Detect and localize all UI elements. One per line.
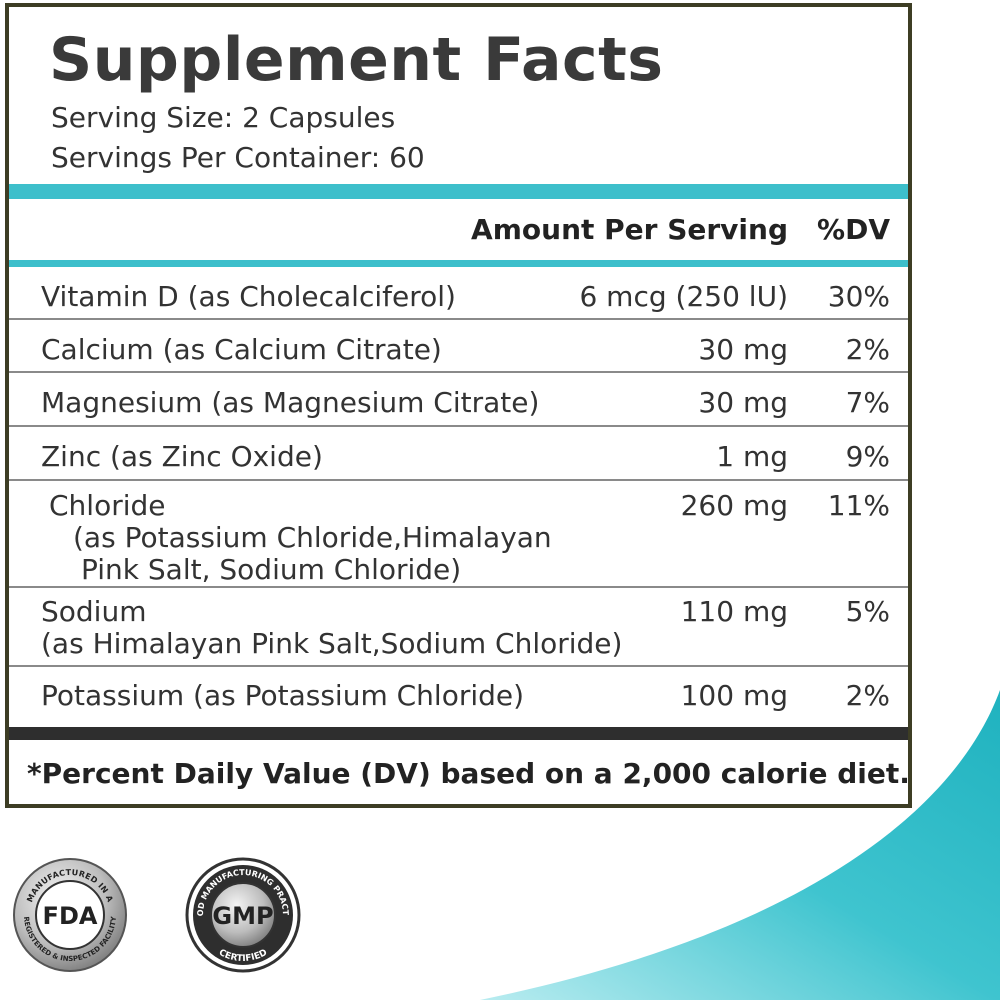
nutrient-amount: 260 mg — [680, 489, 788, 522]
servings-per-container: Servings Per Container: 60 — [51, 141, 425, 174]
nutrient-amount: 30 mg — [698, 386, 788, 419]
nutrient-dv: 7% — [845, 386, 890, 419]
row-divider — [9, 371, 908, 373]
nutrient-name: Zinc (as Zinc Oxide) — [41, 440, 323, 473]
row-divider — [9, 425, 908, 427]
nutrient-amount: 30 mg — [698, 333, 788, 366]
nutrient-amount: 100 mg — [680, 679, 788, 712]
badge-center-text: GMP — [212, 902, 273, 930]
row-divider — [9, 318, 908, 320]
nutrient-name: Vitamin D (as Cholecalciferol) — [41, 280, 456, 313]
nutrient-dv: 11% — [827, 489, 890, 522]
nutrient-name: Chloride — [49, 489, 166, 522]
nutrient-amount: 110 mg — [680, 595, 788, 628]
serving-size: Serving Size: 2 Capsules — [51, 101, 396, 134]
svg-text:CERTIFIED: CERTIFIED — [217, 948, 269, 964]
teal-rule — [9, 260, 908, 267]
dv-header: %DV — [817, 213, 890, 246]
fda-badge: MANUFACTURED IN A REGISTERED & INSPECTED… — [13, 858, 127, 972]
nutrient-name: (as Potassium Chloride,Himalayan — [73, 521, 552, 554]
nutrient-name: Magnesium (as Magnesium Citrate) — [41, 386, 540, 419]
nutrient-amount: 6 mcg (250 lU) — [579, 280, 788, 313]
row-divider — [9, 665, 908, 667]
amount-header: Amount Per Serving — [471, 213, 788, 246]
footnote: *Percent Daily Value (DV) based on a 2,0… — [27, 757, 910, 790]
row-divider — [9, 586, 908, 588]
teal-swoosh — [480, 690, 1000, 1000]
dark-rule — [9, 727, 908, 740]
nutrient-dv: 2% — [845, 679, 890, 712]
nutrient-name: Potassium (as Potassium Chloride) — [41, 679, 525, 712]
nutrient-dv: 2% — [845, 333, 890, 366]
nutrient-name: Sodium — [41, 595, 147, 628]
supplement-facts-panel: Supplement Facts Serving Size: 2 Capsule… — [5, 3, 912, 808]
nutrient-name: Calcium (as Calcium Citrate) — [41, 333, 442, 366]
nutrient-dv: 9% — [845, 440, 890, 473]
nutrient-name: (as Himalayan Pink Salt,Sodium Chloride) — [41, 627, 623, 660]
row-divider — [9, 479, 908, 481]
teal-band — [9, 184, 908, 199]
badge-center-text: FDA — [43, 902, 98, 930]
nutrient-amount: 1 mg — [716, 440, 788, 473]
title: Supplement Facts — [49, 25, 664, 95]
nutrient-dv: 30% — [827, 280, 890, 313]
nutrient-dv: 5% — [845, 595, 890, 628]
nutrient-name: Pink Salt, Sodium Chloride) — [81, 553, 462, 586]
badge-bottom-text: CERTIFIED — [217, 948, 269, 964]
